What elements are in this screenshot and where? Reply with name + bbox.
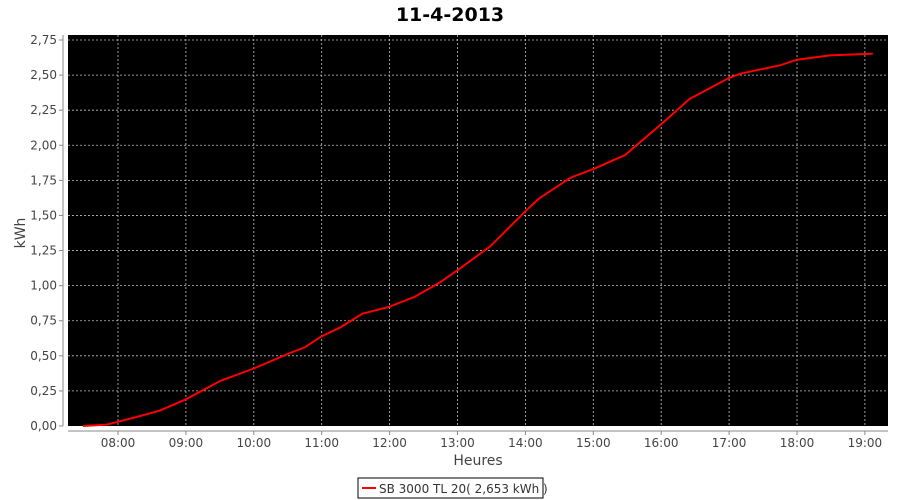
y-tick-label: 1,00 (30, 279, 57, 293)
legend: SB 3000 TL 20( 2,653 kWh ) (357, 477, 548, 499)
y-tick-label: 2,75 (30, 33, 57, 47)
y-tick-label: 1,50 (30, 208, 57, 222)
legend-label: SB 3000 TL 20( 2,653 kWh ) (379, 482, 548, 496)
y-tick-label: 1,25 (30, 244, 57, 258)
y-tick-label: 2,25 (30, 103, 57, 117)
x-tick-label: 17:00 (712, 436, 747, 450)
x-tick-label: 15:00 (576, 436, 611, 450)
x-tick-label: 10:00 (237, 436, 272, 450)
y-tick-label: 2,00 (30, 138, 57, 152)
y-axis: 0,00 0,25 0,50 0,75 1,00 1,25 1,50 1,75 2,00 2,25… (30, 33, 64, 433)
x-tick-label: 08:00 (101, 436, 136, 450)
x-tick-label: 09:00 (169, 436, 204, 450)
x-axis-label: Heures (453, 453, 502, 469)
y-axis-label: kWh (13, 218, 29, 249)
x-tick-label: 14:00 (508, 436, 543, 450)
series-line (82, 52, 873, 427)
x-tick-label: 18:00 (780, 436, 815, 450)
y-tick-label: 0,00 (30, 419, 57, 433)
y-tick-label: 2,50 (30, 68, 57, 82)
y-tick-label: 0,25 (30, 384, 57, 398)
y-tick-label: 1,75 (30, 173, 57, 187)
x-tick-label: 11:00 (304, 436, 339, 450)
x-tick-label: 19:00 (848, 436, 883, 450)
x-tick-label: 12:00 (372, 436, 407, 450)
x-tick-label: 16:00 (644, 436, 679, 450)
x-axis: 08:00 09:00 10:00 11:00 12:00 13:00 14:00 15:00… (68, 430, 888, 450)
chart-title: 11-4-2013 (396, 4, 504, 26)
y-tick-label: 0,75 (30, 314, 57, 328)
y-tick-label: 0,50 (30, 349, 57, 363)
x-tick-label: 13:00 (440, 436, 475, 450)
grid (68, 35, 888, 426)
plot-area (68, 35, 888, 426)
